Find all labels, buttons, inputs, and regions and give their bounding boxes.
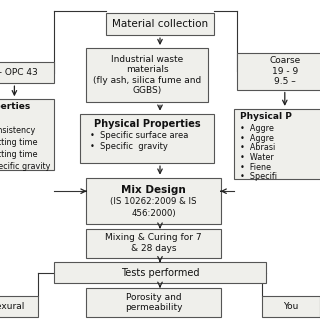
FancyBboxPatch shape — [0, 99, 54, 170]
Text: •  Abrasi: • Abrasi — [240, 143, 275, 152]
FancyBboxPatch shape — [86, 178, 221, 224]
FancyBboxPatch shape — [0, 62, 54, 83]
Text: Mix Design: Mix Design — [121, 185, 186, 195]
Text: •  Setting time: • Setting time — [0, 150, 37, 159]
Text: Properties: Properties — [0, 102, 31, 111]
FancyBboxPatch shape — [262, 296, 320, 317]
Text: Physical P: Physical P — [240, 112, 292, 121]
Text: •  Specifi: • Specifi — [240, 172, 277, 181]
FancyBboxPatch shape — [80, 114, 214, 163]
Text: •  Setting time: • Setting time — [0, 138, 37, 147]
FancyBboxPatch shape — [234, 109, 320, 179]
Text: Industrial waste
materials
(fly ash, silica fume and
GGBS): Industrial waste materials (fly ash, sil… — [93, 55, 201, 95]
FancyBboxPatch shape — [106, 13, 214, 35]
Text: •  Fiene: • Fiene — [240, 163, 271, 172]
Text: •  Specific surface area: • Specific surface area — [90, 131, 188, 140]
Text: Coarse
19 - 9
9.5 –: Coarse 19 - 9 9.5 – — [269, 56, 300, 86]
FancyBboxPatch shape — [86, 48, 208, 102]
Text: Tests performed: Tests performed — [121, 268, 199, 278]
Text: •  consistency: • consistency — [0, 126, 35, 135]
Text: •  Specific  gravity: • Specific gravity — [90, 142, 167, 151]
Text: Porosity and
permeability: Porosity and permeability — [125, 293, 182, 312]
Text: •  Water: • Water — [240, 153, 274, 162]
FancyBboxPatch shape — [0, 296, 38, 317]
FancyBboxPatch shape — [86, 229, 221, 258]
Text: You: You — [284, 302, 299, 311]
Text: Physical Properties: Physical Properties — [94, 119, 201, 129]
Text: Mixing & Curing for 7
& 28 days: Mixing & Curing for 7 & 28 days — [105, 234, 202, 253]
Text: flexural: flexural — [0, 302, 25, 311]
FancyBboxPatch shape — [86, 288, 221, 317]
Text: •  Aggre: • Aggre — [240, 124, 274, 133]
Text: 456:2000): 456:2000) — [131, 209, 176, 218]
Text: Material collection: Material collection — [112, 19, 208, 29]
Text: •  Aggre: • Aggre — [240, 134, 274, 143]
Text: (IS 10262:2009 & IS: (IS 10262:2009 & IS — [110, 197, 197, 206]
FancyBboxPatch shape — [54, 262, 266, 283]
Text: •  Specific gravity: • Specific gravity — [0, 162, 50, 171]
FancyBboxPatch shape — [237, 53, 320, 90]
Text: t – OPC 43: t – OPC 43 — [0, 68, 38, 77]
